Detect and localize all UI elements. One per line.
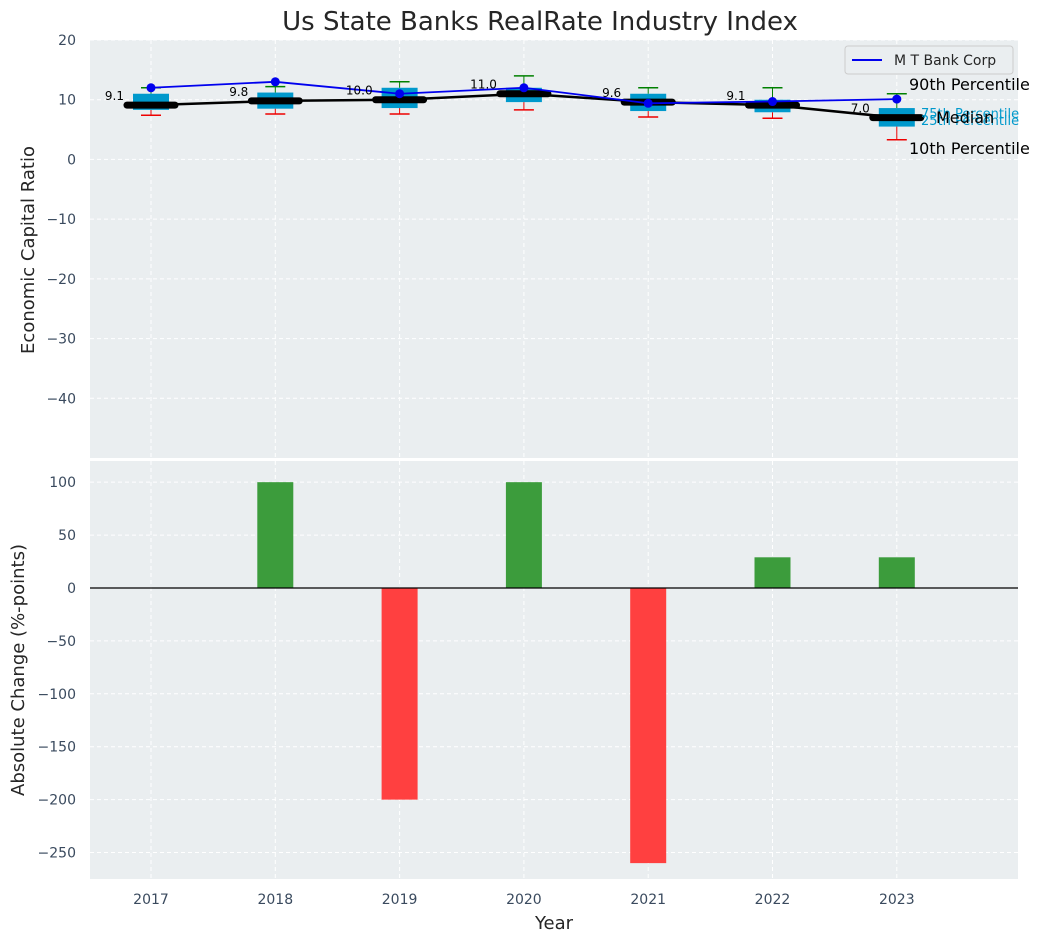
series-point xyxy=(519,83,529,93)
annotation-p10: 10th Percentile xyxy=(909,139,1030,158)
top-y-tick-label: −20 xyxy=(46,272,76,288)
bar-2018 xyxy=(257,482,294,588)
bottom-y-tick-label: 100 xyxy=(49,475,76,491)
bar-2023 xyxy=(878,557,915,588)
bar-2019 xyxy=(381,587,418,800)
x-axis-label: Year xyxy=(534,913,574,934)
bottom-y-tick-label: −150 xyxy=(38,740,76,756)
median-value-label: 9.6 xyxy=(602,86,621,100)
line-series-group xyxy=(146,77,902,119)
bar-2022 xyxy=(754,557,791,588)
annotation-p25: 25th Percentile xyxy=(921,114,1019,129)
top-y-tick-label: 20 xyxy=(58,33,76,49)
bar-2021 xyxy=(630,587,667,864)
x-ticks: 2017 2018 2019 2020 2021 2022 2023 xyxy=(133,892,914,908)
median-value-label: 9.1 xyxy=(105,89,124,103)
legend-label-m-t-bank-corp: M T Bank Corp xyxy=(894,53,996,69)
legend-box xyxy=(844,45,1014,75)
legend: M T Bank Corp xyxy=(844,45,1014,75)
series-point xyxy=(892,94,902,104)
bottom-y-tick-label: −200 xyxy=(38,793,76,809)
x-tick-label: 2020 xyxy=(506,892,542,908)
bar-group xyxy=(257,482,915,864)
bottom-plot-area xyxy=(90,461,1018,879)
top-grid xyxy=(90,39,1018,458)
top-y-tick-label: 10 xyxy=(58,93,76,109)
median-value-label: 11.0 xyxy=(470,78,497,92)
top-y-tick-label: 0 xyxy=(67,152,76,168)
median-labels-group: 9.1 9.8 10.0 11.0 9.6 9.1 7.0 xyxy=(105,78,870,116)
x-tick-label: 2021 xyxy=(630,892,666,908)
bottom-y-tick-label: −100 xyxy=(38,687,76,703)
bottom-y-tick-label: −250 xyxy=(38,846,76,862)
top-y-tick-label: −10 xyxy=(46,212,76,228)
top-plot-area xyxy=(90,40,1018,458)
x-tick-label: 2022 xyxy=(755,892,791,908)
median-value-label: 10.0 xyxy=(346,84,373,98)
bottom-y-axis-label: Absolute Change (%-points) xyxy=(8,544,29,796)
x-tick-label: 2023 xyxy=(879,892,915,908)
bottom-y-ticks: 100 50 0 −50 −100 −150 −200 −250 xyxy=(38,475,76,861)
annotation-p90: 90th Percentile xyxy=(909,75,1030,94)
median-value-label: 7.0 xyxy=(851,102,870,116)
x-tick-label: 2017 xyxy=(133,892,169,908)
bar-2020 xyxy=(505,482,542,588)
x-tick-label: 2018 xyxy=(257,892,293,908)
series-point xyxy=(146,83,156,93)
bottom-y-tick-label: 0 xyxy=(67,581,76,597)
top-y-tick-label: −40 xyxy=(46,391,76,407)
bottom-y-tick-label: 50 xyxy=(58,528,76,544)
chart-title: Us State Banks RealRate Industry Index xyxy=(282,7,798,37)
series-point xyxy=(395,89,405,99)
top-y-axis-label: Economic Capital Ratio xyxy=(18,146,39,354)
median-value-label: 9.1 xyxy=(726,89,745,103)
percentile-annotations: 90th Percentile 75th Percentile 25th Per… xyxy=(909,75,1030,158)
bottom-y-tick-label: −50 xyxy=(46,634,76,650)
series-point xyxy=(768,97,777,107)
top-y-tick-label: −30 xyxy=(46,332,76,348)
annotation-p75: 75th Percentile xyxy=(921,107,1019,122)
series-point xyxy=(643,98,653,108)
median-value-label: 9.8 xyxy=(229,85,248,99)
top-y-ticks: 20 10 0 −10 −20 −30 −40 xyxy=(46,33,76,407)
annotation-median: Median xyxy=(936,108,994,127)
series-point xyxy=(270,77,280,87)
x-tick-label: 2019 xyxy=(382,892,418,908)
